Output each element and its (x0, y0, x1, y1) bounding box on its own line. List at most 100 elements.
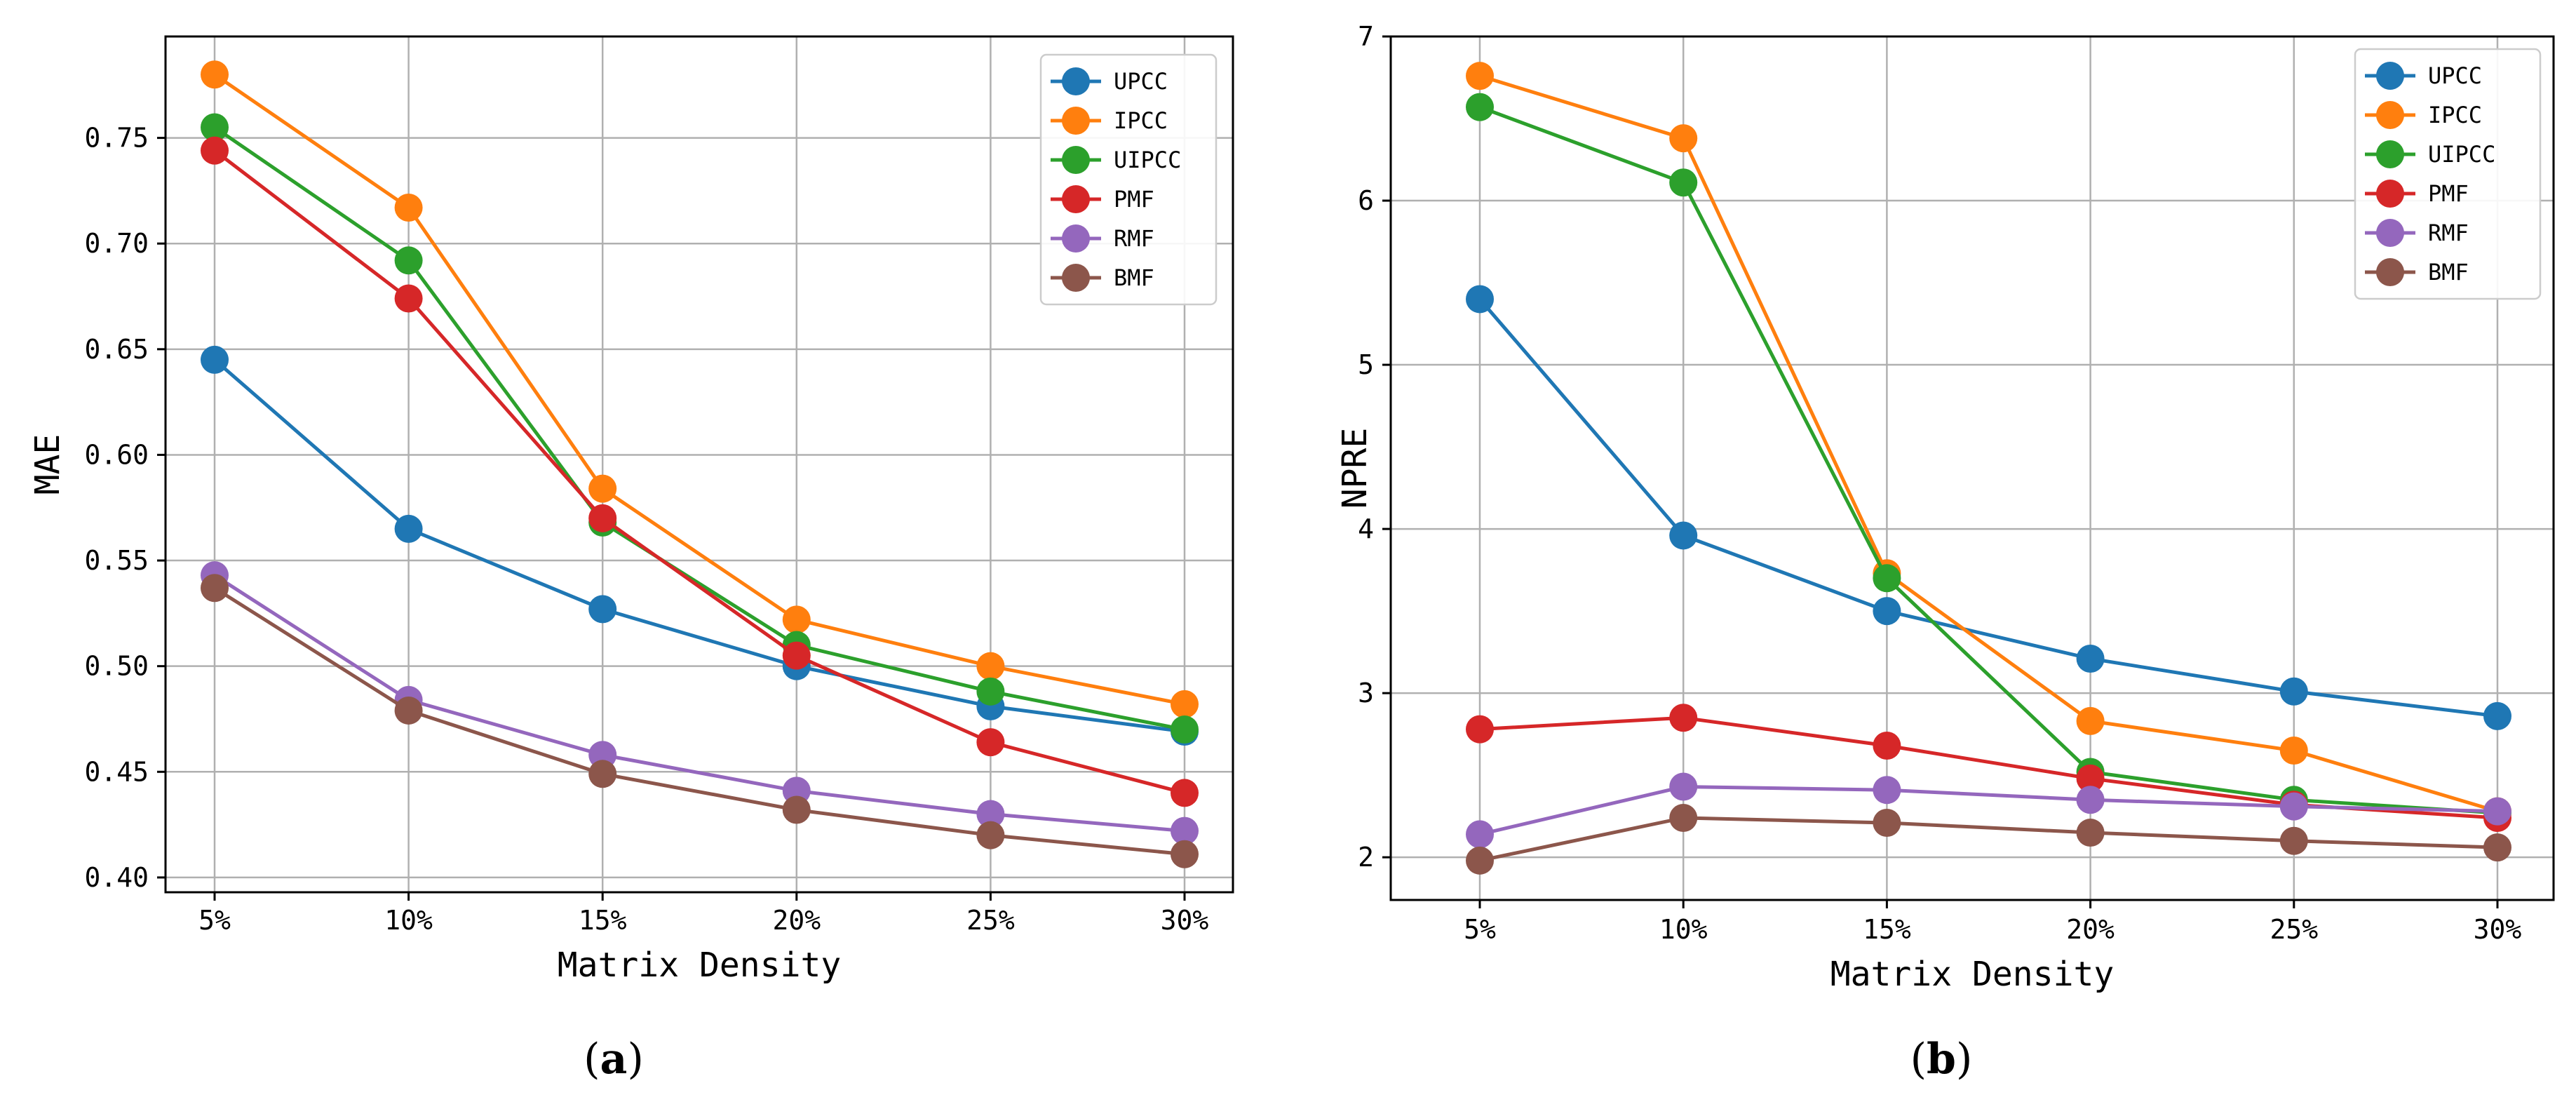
data-point (1669, 772, 1698, 801)
data-point (2279, 826, 2308, 855)
y-tick-label: 2 (1358, 842, 1374, 873)
data-point (588, 504, 617, 532)
y-tick-label: 0.40 (84, 862, 149, 893)
legend-label: IPCC (1114, 107, 1168, 134)
x-tick-label: 30% (2474, 914, 2522, 945)
panel-caption: (b) (1910, 1035, 1973, 1084)
series-line (213, 73, 1185, 706)
series-line (1479, 785, 2498, 836)
y-tick-label: 0.60 (84, 439, 149, 470)
data-point (2483, 701, 2511, 730)
data-point (1171, 715, 1199, 744)
legend-label: IPCC (2428, 102, 2482, 128)
x-tick-label: 10% (384, 905, 433, 936)
data-point (394, 514, 423, 543)
legend-label: BMF (1114, 264, 1154, 291)
legend-label: PMF (2428, 180, 2469, 207)
legend-label: UPCC (1114, 68, 1168, 95)
x-tick-label: 30% (1161, 905, 1209, 936)
series-bmf (1466, 803, 2511, 875)
data-point (976, 677, 1005, 706)
x-tick-label: 15% (1863, 914, 1911, 945)
data-point (976, 728, 1005, 757)
data-point (1873, 732, 1901, 760)
x-tick-label: 10% (1659, 914, 1708, 945)
y-tick-label: 4 (1358, 513, 1374, 544)
data-point (1669, 168, 1698, 197)
legend-label: UIPCC (2428, 141, 2495, 168)
y-axis-label: MAE (28, 434, 67, 495)
data-point (1466, 93, 1494, 121)
data-point (2076, 764, 2105, 793)
legend-marker (2376, 140, 2404, 168)
y-tick-label: 3 (1358, 678, 1374, 708)
series-line (213, 574, 1185, 833)
data-point (201, 345, 229, 374)
data-point (588, 595, 617, 624)
data-point (2279, 677, 2308, 706)
data-point (976, 800, 1005, 828)
legend-label: BMF (2428, 259, 2469, 285)
data-point (1466, 285, 1494, 314)
series-line (1478, 297, 2498, 718)
data-point (1466, 715, 1494, 744)
data-point (1669, 704, 1698, 732)
y-tick-label: 7 (1358, 21, 1374, 52)
legend-marker (2376, 180, 2404, 208)
x-tick-label: 5% (1464, 914, 1496, 945)
data-point (1873, 776, 1901, 805)
series-line (1479, 105, 2498, 815)
data-point (782, 795, 811, 824)
y-tick-label: 0.55 (84, 545, 149, 576)
legend-marker (2376, 219, 2404, 247)
chart-b: 5% 10% 15% 20% 25% 30% 2 3 4 5 6 7 Matrix Density NPR… (1335, 21, 2555, 1084)
data-point (1466, 846, 1494, 875)
legend-marker (2376, 258, 2404, 286)
data-point (201, 113, 229, 142)
data-point (2076, 819, 2105, 847)
data-point (2483, 797, 2511, 826)
legend-label: RMF (2428, 220, 2469, 246)
x-tick-label: 20% (772, 905, 821, 936)
series-line (213, 358, 1185, 734)
legend-marker (1062, 264, 1090, 292)
data-point (976, 652, 1005, 680)
y-tick-label: 6 (1358, 185, 1374, 216)
x-axis-label: Matrix Density (558, 946, 842, 985)
data-point (1669, 521, 1698, 550)
legend-label: PMF (1114, 186, 1154, 213)
x-tick-label: 15% (579, 905, 627, 936)
legend-marker (1062, 224, 1090, 253)
plot-frame (164, 35, 1234, 894)
series-upcc (1466, 285, 2511, 730)
data-point (1171, 840, 1199, 868)
data-point (1873, 809, 1901, 838)
legend-marker (2376, 101, 2404, 129)
data-point (1466, 820, 1494, 849)
chart-a: 5% 10% 15% 20% 25% 30% 0.40 0.45 0.50 0.55 0.60 0.6… (28, 35, 1234, 1084)
x-tick-label: 5% (198, 905, 231, 936)
legend-marker (1062, 185, 1090, 213)
series-line (213, 149, 1185, 795)
data-point (2076, 786, 2105, 814)
data-point (394, 246, 423, 275)
series-ipcc (201, 60, 1199, 718)
plot-frame (1389, 35, 2555, 901)
y-tick-label: 0.45 (84, 756, 149, 787)
data-point (1873, 564, 1901, 593)
series-rmf (1466, 772, 2511, 849)
series-line (1479, 816, 2498, 863)
y-tick-label: 0.50 (84, 651, 149, 682)
data-point (394, 194, 423, 222)
data-point (2279, 792, 2308, 821)
series-line (1479, 74, 2498, 814)
legend-marker (1062, 146, 1090, 174)
data-point (1171, 816, 1199, 845)
data-point (782, 605, 811, 634)
data-point (2483, 833, 2511, 862)
y-tick-label: 0.75 (84, 123, 149, 154)
data-point (394, 284, 423, 313)
data-point (394, 696, 423, 725)
y-tick-label: 5 (1358, 349, 1374, 380)
